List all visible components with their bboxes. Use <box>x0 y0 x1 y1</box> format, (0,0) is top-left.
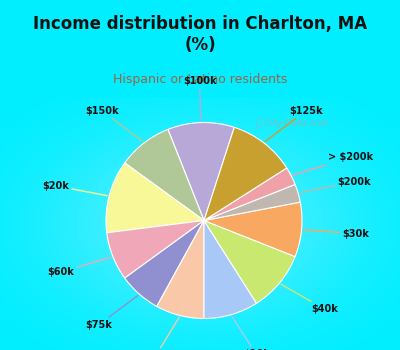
Wedge shape <box>107 220 204 278</box>
Wedge shape <box>106 163 204 233</box>
Text: ⓘ City-Data.com: ⓘ City-Data.com <box>256 119 328 128</box>
Wedge shape <box>125 130 204 220</box>
Text: $40k: $40k <box>281 284 338 314</box>
Text: $75k: $75k <box>85 295 138 330</box>
Text: $60k: $60k <box>48 257 111 277</box>
Text: > $200k: > $200k <box>293 152 373 175</box>
Text: Income distribution in Charlton, MA
(%): Income distribution in Charlton, MA (%) <box>33 15 367 54</box>
Text: $200k: $200k <box>300 177 371 192</box>
Text: $30k: $30k <box>304 229 370 239</box>
Wedge shape <box>125 220 204 306</box>
Text: $150k: $150k <box>85 106 143 141</box>
Wedge shape <box>204 184 300 220</box>
Text: $10k: $10k <box>232 316 270 350</box>
Wedge shape <box>157 220 204 318</box>
Wedge shape <box>204 220 295 303</box>
Text: Hispanic or Latino residents: Hispanic or Latino residents <box>113 74 287 86</box>
Text: $50k: $50k <box>142 317 179 350</box>
Text: $20k: $20k <box>42 181 107 196</box>
Wedge shape <box>204 168 295 220</box>
Wedge shape <box>204 202 302 257</box>
Wedge shape <box>204 127 287 220</box>
Text: $100k: $100k <box>183 76 216 121</box>
Wedge shape <box>204 220 256 318</box>
Wedge shape <box>168 122 234 220</box>
Text: $125k: $125k <box>265 106 323 141</box>
